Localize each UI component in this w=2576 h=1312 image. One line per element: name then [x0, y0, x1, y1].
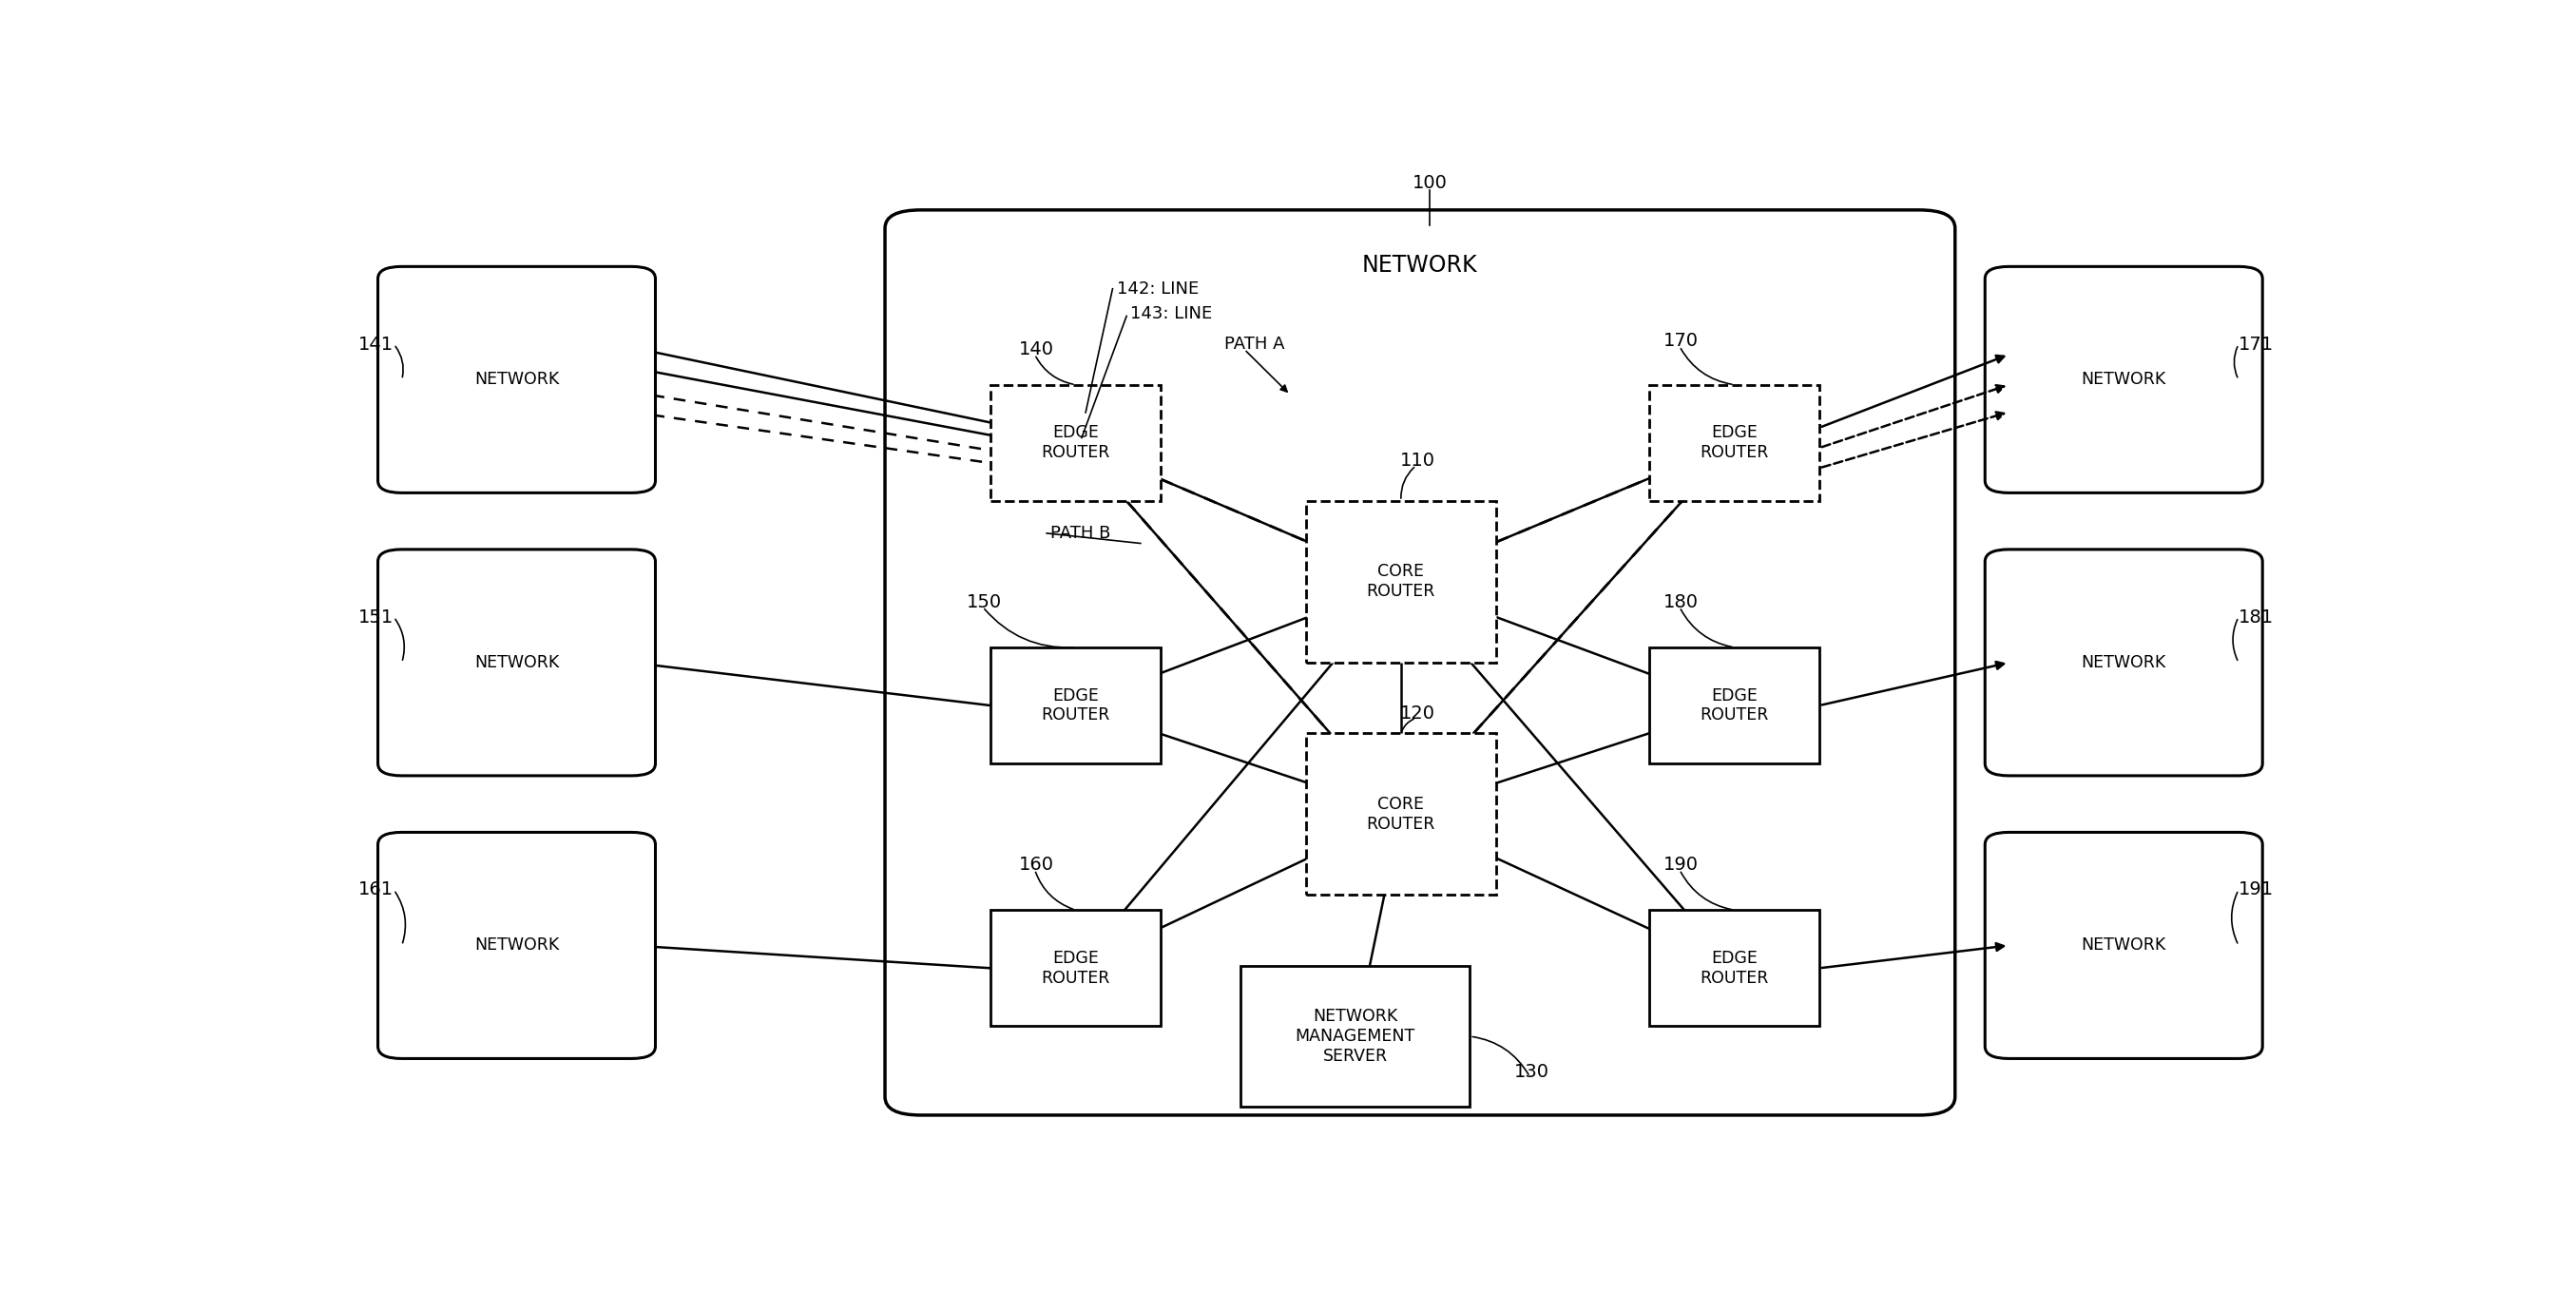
Text: 190: 190	[1664, 855, 1698, 874]
FancyBboxPatch shape	[1242, 966, 1471, 1107]
Text: PATH B: PATH B	[1051, 525, 1110, 542]
Text: 141: 141	[358, 336, 394, 353]
Text: EDGE
ROUTER: EDGE ROUTER	[1700, 950, 1770, 987]
Text: EDGE
ROUTER: EDGE ROUTER	[1041, 687, 1110, 724]
FancyBboxPatch shape	[1986, 832, 2262, 1059]
Text: 140: 140	[1018, 340, 1054, 358]
Text: NETWORK: NETWORK	[1363, 253, 1479, 277]
Text: 161: 161	[358, 880, 394, 899]
FancyBboxPatch shape	[379, 266, 654, 493]
FancyBboxPatch shape	[1649, 384, 1819, 501]
FancyBboxPatch shape	[992, 911, 1159, 1026]
Text: NETWORK: NETWORK	[2081, 653, 2166, 672]
Text: CORE
ROUTER: CORE ROUTER	[1368, 795, 1435, 833]
Text: 142: LINE: 142: LINE	[1115, 281, 1198, 298]
FancyBboxPatch shape	[992, 384, 1159, 501]
Text: CORE
ROUTER: CORE ROUTER	[1368, 563, 1435, 600]
FancyBboxPatch shape	[379, 832, 654, 1059]
FancyBboxPatch shape	[992, 647, 1159, 764]
FancyBboxPatch shape	[1306, 501, 1497, 663]
Text: 170: 170	[1664, 332, 1698, 350]
Text: EDGE
ROUTER: EDGE ROUTER	[1700, 687, 1770, 724]
Text: 191: 191	[2239, 880, 2275, 899]
Text: NETWORK
MANAGEMENT
SERVER: NETWORK MANAGEMENT SERVER	[1296, 1008, 1414, 1064]
FancyBboxPatch shape	[1649, 647, 1819, 764]
Text: NETWORK: NETWORK	[2081, 371, 2166, 388]
Text: NETWORK: NETWORK	[474, 371, 559, 388]
FancyBboxPatch shape	[1649, 911, 1819, 1026]
FancyBboxPatch shape	[1306, 733, 1497, 895]
Text: 160: 160	[1018, 855, 1054, 874]
Text: 100: 100	[1412, 173, 1448, 192]
Text: EDGE
ROUTER: EDGE ROUTER	[1041, 424, 1110, 462]
Text: PATH A: PATH A	[1224, 336, 1285, 353]
Text: 150: 150	[966, 593, 1002, 611]
Text: EDGE
ROUTER: EDGE ROUTER	[1041, 950, 1110, 987]
Text: 171: 171	[2239, 336, 2275, 353]
Text: 180: 180	[1664, 593, 1698, 611]
FancyBboxPatch shape	[379, 550, 654, 775]
Text: EDGE
ROUTER: EDGE ROUTER	[1700, 424, 1770, 462]
FancyBboxPatch shape	[1986, 550, 2262, 775]
Text: 181: 181	[2239, 607, 2275, 626]
Text: NETWORK: NETWORK	[474, 937, 559, 954]
FancyBboxPatch shape	[886, 210, 1955, 1115]
Text: 110: 110	[1401, 451, 1435, 470]
Text: 120: 120	[1401, 705, 1435, 722]
Text: NETWORK: NETWORK	[2081, 937, 2166, 954]
Text: 143: LINE: 143: LINE	[1131, 306, 1213, 323]
Text: NETWORK: NETWORK	[474, 653, 559, 672]
Text: 130: 130	[1515, 1063, 1548, 1081]
Text: 151: 151	[358, 607, 394, 626]
FancyBboxPatch shape	[1986, 266, 2262, 493]
